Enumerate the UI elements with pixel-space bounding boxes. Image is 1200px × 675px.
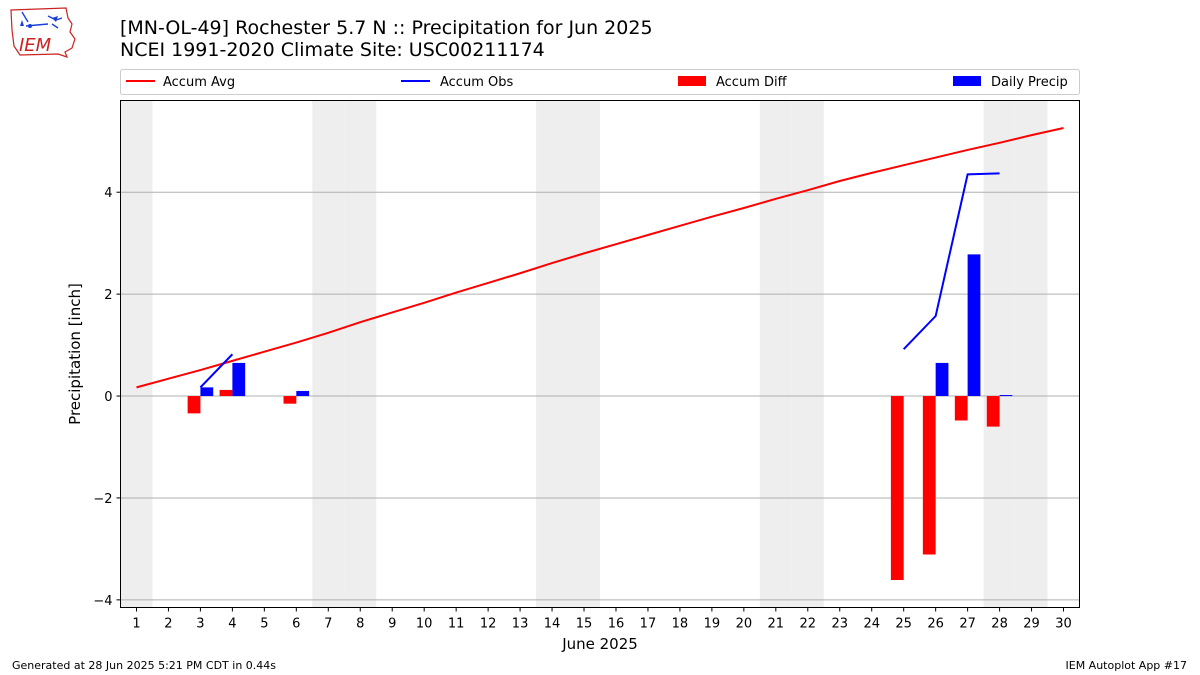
legend-label-accum-avg: Accum Avg bbox=[163, 75, 235, 90]
weekend-band-28 bbox=[983, 100, 1016, 608]
x-tick-label-18: 18 bbox=[672, 617, 689, 632]
weekend-shading bbox=[120, 100, 1048, 608]
x-tick-label-26: 26 bbox=[927, 617, 944, 632]
x-tick-label-1: 1 bbox=[132, 617, 140, 632]
x-tick-label-8: 8 bbox=[356, 617, 364, 632]
x-axis: 1 2 3 4 5 6 7 8 9 10 11 12 13 14 15 16 17 18 19 20 21 22 23 24 2… bbox=[132, 607, 1072, 632]
chart-subtitle: NCEI 1991-2020 Climate Site: USC00211174 bbox=[120, 39, 545, 61]
weekend-band-8 bbox=[344, 100, 377, 608]
accum-diff-bar-day-4 bbox=[219, 389, 233, 397]
x-tick-label-29: 29 bbox=[1023, 617, 1040, 632]
app-note: IEM Autoplot App #17 bbox=[1065, 659, 1188, 672]
legend-label-accum-obs: Accum Obs bbox=[440, 75, 513, 90]
y-axis: −4 −2 0 2 4 bbox=[93, 186, 121, 609]
x-tick-label-25: 25 bbox=[895, 617, 912, 632]
x-tick-label-30: 30 bbox=[1055, 617, 1072, 632]
x-tick-label-21: 21 bbox=[768, 617, 785, 632]
accum-diff-bar-day-26 bbox=[922, 396, 936, 555]
daily-precip-bar-day-4 bbox=[232, 362, 246, 397]
x-tick-label-10: 10 bbox=[416, 617, 433, 632]
y-axis-label: Precipitation [inch] bbox=[66, 283, 84, 425]
x-tick-label-11: 11 bbox=[448, 617, 465, 632]
x-tick-label-6: 6 bbox=[292, 617, 300, 632]
legend-swatch-daily-precip bbox=[953, 76, 981, 86]
accum-avg-line bbox=[136, 127, 1064, 389]
x-tick-label-13: 13 bbox=[512, 617, 529, 632]
chart-title: [MN-OL-49] Rochester 5.7 N :: Precipitat… bbox=[120, 17, 653, 39]
lines bbox=[136, 127, 1064, 389]
x-tick-label-7: 7 bbox=[324, 617, 332, 632]
grid-lines bbox=[120, 191, 1080, 601]
weekend-band-29 bbox=[1015, 100, 1048, 608]
daily-precip-bar-day-3 bbox=[200, 387, 214, 397]
y-tick-label-0: −4 bbox=[93, 594, 112, 609]
x-tick-label-4: 4 bbox=[228, 617, 236, 632]
plot-frame bbox=[120, 100, 1080, 608]
x-tick-label-20: 20 bbox=[736, 617, 753, 632]
svg-text:IEM: IEM bbox=[19, 35, 52, 56]
x-tick-label-9: 9 bbox=[388, 617, 396, 632]
x-tick-label-16: 16 bbox=[608, 617, 625, 632]
weekend-band-14 bbox=[536, 100, 569, 608]
legend-label-accum-diff: Accum Diff bbox=[716, 75, 788, 90]
weekend-band-7 bbox=[312, 100, 345, 608]
legend-label-daily-precip: Daily Precip bbox=[991, 75, 1068, 90]
accum-diff-bar-day-28 bbox=[986, 396, 1000, 427]
x-tick-label-14: 14 bbox=[544, 617, 561, 632]
x-tick-label-5: 5 bbox=[260, 617, 268, 632]
x-tick-label-15: 15 bbox=[576, 617, 593, 632]
accum-diff-bar-day-6 bbox=[283, 396, 297, 404]
x-tick-label-24: 24 bbox=[863, 617, 880, 632]
legend-frame bbox=[120, 69, 1080, 95]
x-tick-label-12: 12 bbox=[480, 617, 497, 632]
x-tick-label-28: 28 bbox=[991, 617, 1008, 632]
weekend-band-1 bbox=[120, 100, 153, 608]
x-tick-label-3: 3 bbox=[196, 617, 204, 632]
x-axis-label: June 2025 bbox=[561, 635, 638, 653]
y-tick-label-2: 0 bbox=[104, 390, 112, 405]
legend: Accum Avg Accum Obs Accum Diff Daily Pre… bbox=[120, 69, 1080, 95]
x-tick-label-22: 22 bbox=[800, 617, 817, 632]
weekend-band-21 bbox=[759, 100, 792, 608]
weekend-band-15 bbox=[568, 100, 600, 608]
daily-precip-bar-day-27 bbox=[967, 254, 981, 397]
x-tick-label-19: 19 bbox=[704, 617, 721, 632]
daily-precip-bar-day-6 bbox=[296, 390, 310, 397]
legend-swatch-accum-diff bbox=[678, 76, 706, 86]
daily-precip-bar-day-26 bbox=[935, 362, 949, 397]
accum-obs-line-1 bbox=[902, 172, 1000, 350]
x-tick-label-23: 23 bbox=[831, 617, 848, 632]
x-tick-label-17: 17 bbox=[640, 617, 657, 632]
x-tick-label-27: 27 bbox=[959, 617, 976, 632]
generated-note: Generated at 28 Jun 2025 5:21 PM CDT in … bbox=[12, 659, 277, 672]
weekend-band-22 bbox=[791, 100, 824, 608]
daily-precip-bar-day-28 bbox=[999, 395, 1013, 397]
accum-diff-bar-day-25 bbox=[890, 396, 904, 580]
accum-diff-bar-day-27 bbox=[954, 396, 968, 421]
y-tick-label-3: 2 bbox=[104, 288, 112, 303]
x-tick-label-2: 2 bbox=[164, 617, 172, 632]
accum-diff-bar-day-3 bbox=[187, 396, 201, 414]
y-tick-label-1: −2 bbox=[93, 492, 112, 507]
bars bbox=[187, 254, 1013, 580]
iem-logo: IEM bbox=[10, 7, 76, 58]
y-tick-label-4: 4 bbox=[104, 186, 112, 201]
accum-obs-line-0 bbox=[199, 353, 234, 389]
